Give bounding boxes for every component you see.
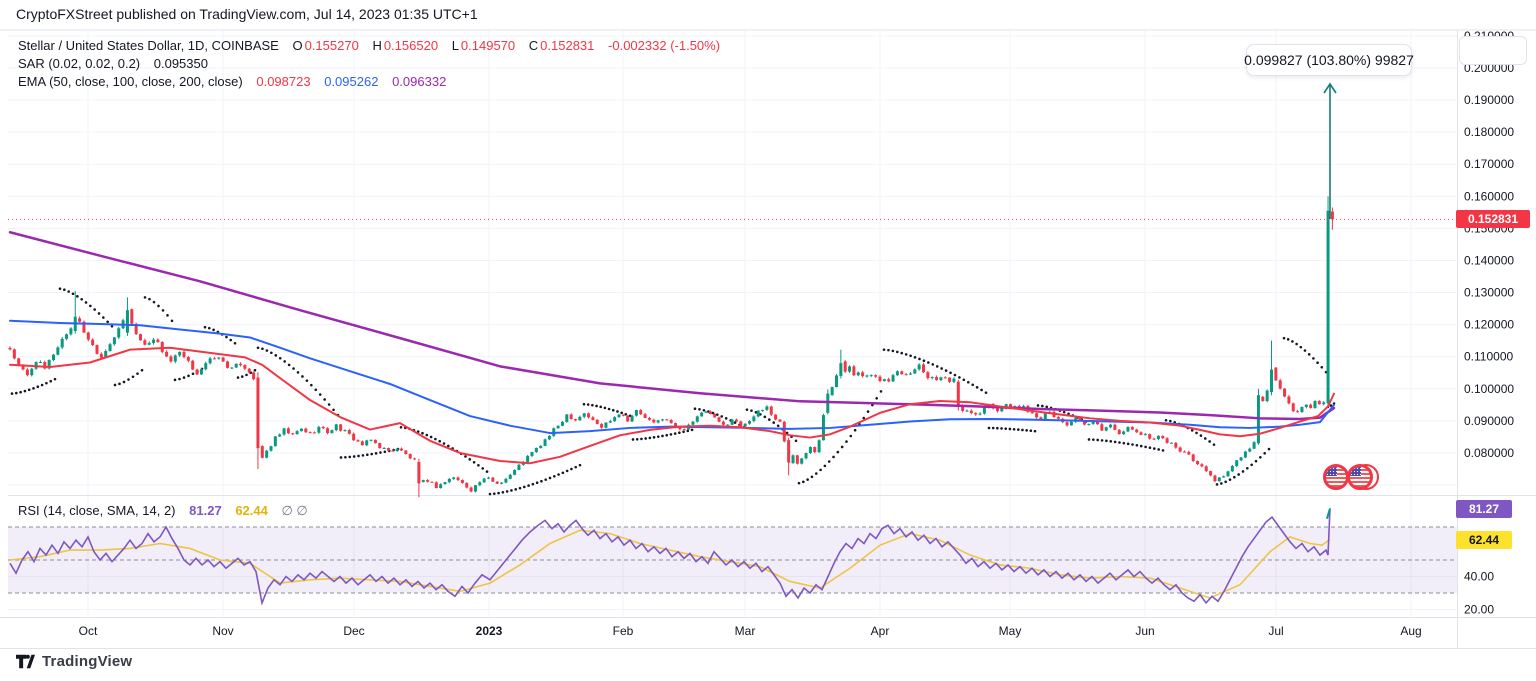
ohlc-open-label: O xyxy=(292,38,303,53)
svg-text:0.170000: 0.170000 xyxy=(1464,157,1514,171)
us-flag-icon[interactable] xyxy=(1347,464,1373,490)
svg-text:0.160000: 0.160000 xyxy=(1464,189,1514,203)
svg-text:Nov: Nov xyxy=(212,624,233,638)
ema100-value: 0.095262 xyxy=(324,74,379,89)
ohlc-open-value: 0.155270 xyxy=(304,38,359,53)
last-price-badge: 0.152831 xyxy=(1456,210,1530,228)
ema-lines-layer xyxy=(8,231,1336,465)
tradingview-brand-text: TradingView xyxy=(42,653,133,670)
svg-text:0.140000: 0.140000 xyxy=(1464,253,1514,267)
rsi-value-badge: 81.27 xyxy=(1456,500,1512,518)
svg-text:Feb: Feb xyxy=(613,624,634,638)
sar-label: SAR (0.02, 0.02, 0.2) xyxy=(18,56,141,71)
svg-text:0.090000: 0.090000 xyxy=(1464,414,1514,428)
gridlines-layer xyxy=(0,29,1536,649)
svg-text:Jul: Jul xyxy=(1268,624,1283,638)
ema50-value: 0.098723 xyxy=(256,74,311,89)
measure-annotation-text: 0.099827 (103.80%) 99827 xyxy=(1244,52,1414,68)
svg-text:0.120000: 0.120000 xyxy=(1464,318,1514,332)
symbol-title: Stellar / United States Dollar, 1D, COIN… xyxy=(18,38,279,53)
ema200-value: 0.096332 xyxy=(392,74,447,89)
svg-text:20.00: 20.00 xyxy=(1464,603,1494,617)
overlays-layer xyxy=(8,82,1457,220)
tradingview-logo-icon xyxy=(16,654,35,669)
attribution-text: CryptoFXStreet published on TradingView.… xyxy=(16,6,478,22)
us-flag-icon[interactable] xyxy=(1323,464,1349,490)
rsi-legend-row[interactable]: RSI (14, close, SMA, 14, 2) 81.27 62.44 … xyxy=(18,503,310,519)
svg-text:Apr: Apr xyxy=(871,624,890,638)
flag-canton xyxy=(1350,467,1361,476)
symbol-legend-row[interactable]: Stellar / United States Dollar, 1D, COIN… xyxy=(18,38,722,53)
price-axis-labels[interactable]: 0.2100000.2000000.1900000.1800000.170000… xyxy=(1464,29,1514,617)
svg-text:0.190000: 0.190000 xyxy=(1464,93,1514,107)
change-value: -0.002332 (-1.50%) xyxy=(608,38,721,53)
ohlc-high-value: 0.156520 xyxy=(383,38,439,53)
rsi-value: 81.27 xyxy=(189,503,222,518)
svg-text:Mar: Mar xyxy=(735,624,756,638)
svg-text:Dec: Dec xyxy=(343,624,364,638)
ohlc-high-label: H xyxy=(372,38,382,53)
svg-text:0.130000: 0.130000 xyxy=(1464,286,1514,300)
svg-text:0.110000: 0.110000 xyxy=(1464,350,1513,364)
time-axis-labels[interactable]: Oct Nov Dec 2023 Feb Mar Apr May Jun Jul Aug xyxy=(79,624,1422,638)
tradingview-logo-link[interactable]: TradingView xyxy=(16,653,132,670)
candles-layer xyxy=(8,196,1334,498)
ema-label: EMA (50, close, 100, close, 200, close) xyxy=(18,74,243,89)
svg-text:Aug: Aug xyxy=(1400,624,1421,638)
sar-value: 0.095350 xyxy=(153,56,208,71)
empty-axis-tooltip-box xyxy=(1459,36,1527,65)
sar-legend-row[interactable]: SAR (0.02, 0.02, 0.2) 0.095350 xyxy=(18,56,210,71)
rsi-sma-value: 62.44 xyxy=(235,503,268,518)
measure-annotation-box[interactable]: 0.099827 (103.80%) 99827 xyxy=(1244,44,1414,76)
ohlc-close-value: 0.152831 xyxy=(540,38,595,53)
rsi-label: RSI (14, close, SMA, 14, 2) xyxy=(18,503,176,518)
svg-text:Oct: Oct xyxy=(79,624,98,638)
ema-legend-row[interactable]: EMA (50, close, 100, close, 200, close) … xyxy=(18,74,448,89)
ohlc-close-label: C xyxy=(528,38,539,53)
flag-canton xyxy=(1326,467,1337,476)
svg-text:Jun: Jun xyxy=(1135,624,1154,638)
svg-text:May: May xyxy=(999,624,1022,638)
svg-text:0.100000: 0.100000 xyxy=(1464,382,1514,396)
rsi-sma-badge: 62.44 xyxy=(1456,531,1512,549)
svg-text:40.00: 40.00 xyxy=(1464,570,1494,584)
svg-text:0.080000: 0.080000 xyxy=(1464,446,1514,460)
ohlc-low-value: 0.149570 xyxy=(460,38,516,53)
svg-text:0.180000: 0.180000 xyxy=(1464,125,1514,139)
rsi-lines-layer xyxy=(9,508,1331,606)
svg-text:2023: 2023 xyxy=(476,624,503,638)
ohlc-low-label: L xyxy=(451,38,459,53)
rsi-empty-values: ∅ ∅ xyxy=(281,503,308,518)
